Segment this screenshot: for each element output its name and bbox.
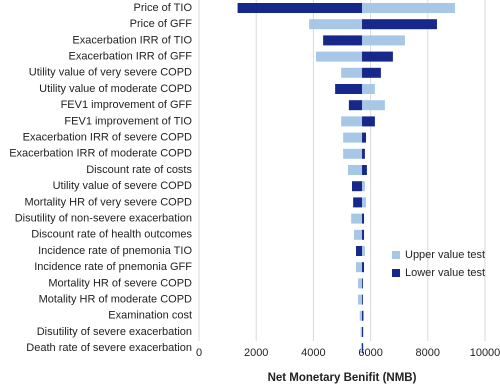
bar <box>352 181 363 192</box>
y-tick-label: FEV1 improvement of GFF <box>61 99 193 111</box>
x-axis-title: Net Monetary Benifit (NMB) <box>268 372 417 384</box>
bar <box>359 310 363 321</box>
y-tick-label: Motality HR of moderate COPD <box>39 294 192 306</box>
bar <box>362 35 405 46</box>
y-tick-label: Exacerbation IRR of moderate COPD <box>9 148 192 160</box>
bar <box>360 343 363 354</box>
bar <box>362 278 363 289</box>
bar <box>341 116 363 127</box>
x-tick-label: 0 <box>196 347 202 359</box>
legend-label: Lower value test <box>405 267 485 279</box>
bar <box>237 3 363 13</box>
bar <box>358 278 363 289</box>
y-tick-label: Discount rate of health outcomes <box>31 229 192 241</box>
bar <box>362 310 364 321</box>
y-tick-label: Incidence rate of pnemonia TIO <box>38 245 192 257</box>
bar <box>353 197 363 208</box>
bar <box>362 181 365 192</box>
y-tick-label: Exacerbation IRR of TIO <box>72 34 192 46</box>
bar <box>362 197 367 208</box>
y-tick-label: Disutility of severe exacerbation <box>37 326 192 338</box>
bar <box>362 327 364 337</box>
x-tick-label: 10000 <box>470 347 500 359</box>
x-tick-label: 6000 <box>358 347 382 359</box>
bar <box>362 19 437 30</box>
y-tick-label: Utility value of severe COPD <box>53 180 192 192</box>
bar <box>362 343 364 354</box>
bar <box>362 67 381 78</box>
y-tick-label: Mortality HR of very severe COPD <box>25 196 193 208</box>
bar <box>360 327 363 337</box>
y-tick-label: Exacerbation IRR of severe COPD <box>23 132 192 144</box>
bar <box>362 148 365 159</box>
y-tick-label: FEV1 improvement of TIO <box>64 115 192 127</box>
bar <box>362 84 375 94</box>
legend-swatch <box>392 269 400 277</box>
bar <box>348 165 363 175</box>
y-tick-label: Mortality HR of severe COPD <box>48 277 192 289</box>
bar <box>343 148 363 159</box>
y-tick-label: Price of TIO <box>134 2 193 14</box>
x-tick-label: 2000 <box>244 347 268 359</box>
y-tick-label: Examination cost <box>108 310 192 322</box>
bar <box>315 51 363 62</box>
y-tick-label: Exacerbation IRR of GFF <box>69 51 193 63</box>
bar <box>358 294 363 305</box>
x-tick-label: 8000 <box>416 347 440 359</box>
bar <box>356 246 363 256</box>
bar <box>362 165 367 175</box>
bar <box>362 246 365 256</box>
y-tick-label: Utility value of very severe COPD <box>29 67 192 79</box>
legend-label: Upper value test <box>405 249 485 261</box>
y-tick-label: Incidence rate of pnemonia GFF <box>34 261 192 273</box>
y-tick-label: Discount rate of costs <box>86 164 192 176</box>
legend-swatch <box>392 251 400 259</box>
bar <box>335 84 363 94</box>
bar <box>362 100 385 111</box>
bar <box>362 132 367 143</box>
bar <box>356 262 363 273</box>
bar <box>348 100 363 111</box>
y-tick-label: Utility value of moderate COPD <box>39 83 192 95</box>
bar <box>354 229 363 240</box>
bar <box>362 262 365 273</box>
bar <box>362 116 375 127</box>
y-tick-label: Disutility of non-severe exacerbation <box>15 213 192 225</box>
bar <box>362 294 363 305</box>
y-tick-label: Price of GFF <box>130 18 193 30</box>
bar <box>323 35 363 46</box>
bar <box>351 213 363 224</box>
bar <box>362 51 393 62</box>
bar <box>362 3 455 13</box>
bar <box>343 132 363 143</box>
x-tick-label: 4000 <box>301 347 325 359</box>
bar <box>341 67 363 78</box>
bar <box>362 213 365 224</box>
bar <box>362 229 365 240</box>
bar <box>309 19 363 30</box>
y-tick-label: Death rate of severe exacerbation <box>26 342 192 354</box>
